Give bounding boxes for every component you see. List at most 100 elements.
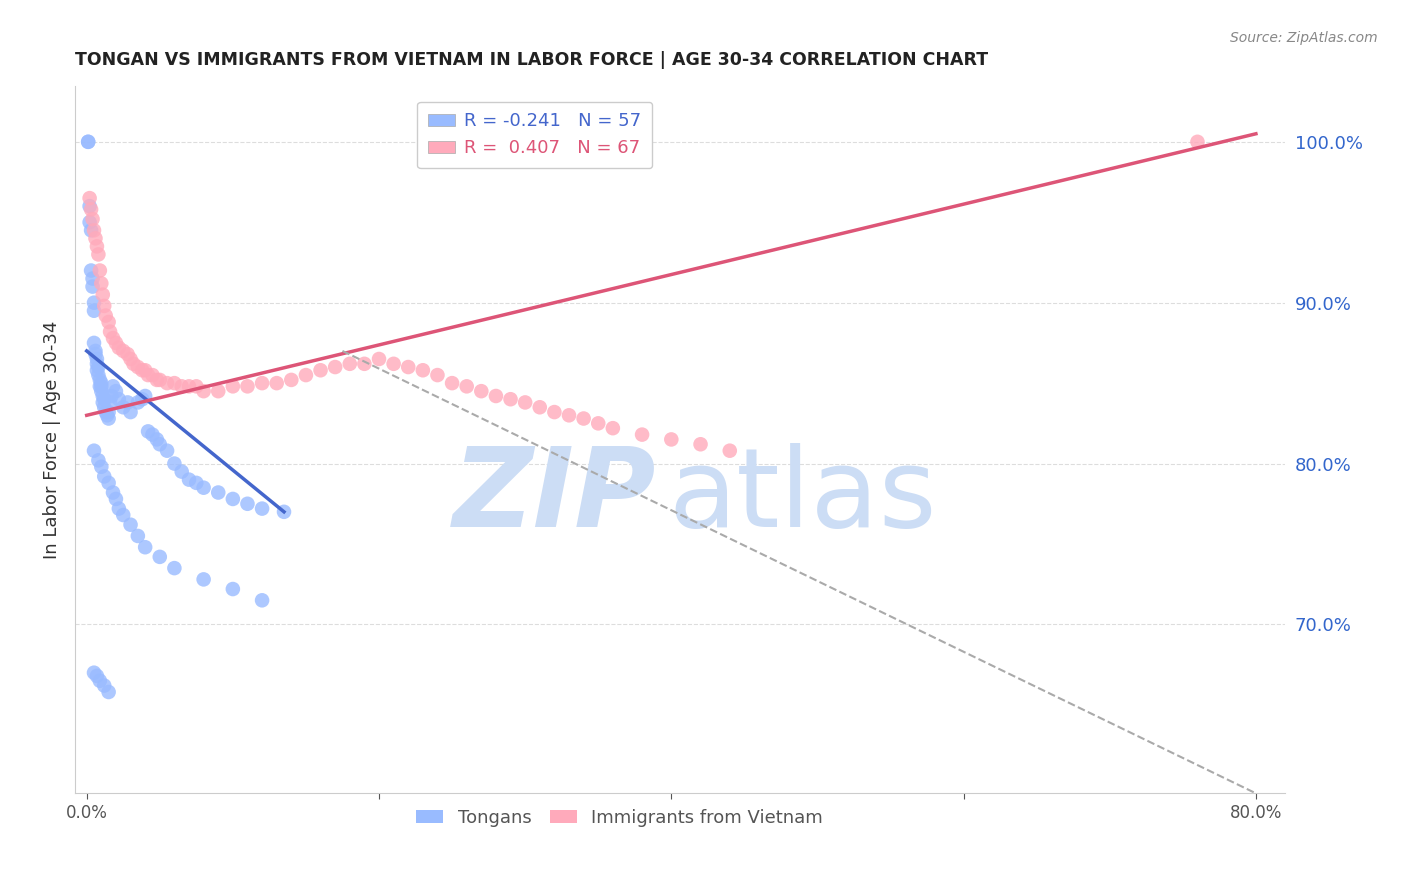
Point (101, 379, 124, 393)
Point (120, 405, 142, 419)
Point (689, 437, 711, 451)
Point (112, 343, 135, 358)
Point (112, 508, 135, 522)
Text: atlas: atlas (668, 442, 936, 549)
Legend: Tongans, Immigrants from Vietnam: Tongans, Immigrants from Vietnam (409, 801, 830, 834)
Point (134, 389, 156, 403)
Point (94, 405, 117, 419)
Point (718, 443, 741, 458)
Point (93, 392, 115, 407)
Point (80, 202, 103, 217)
Point (101, 331, 124, 345)
Point (77, 135, 100, 149)
Point (84, 347, 107, 361)
Point (586, 417, 609, 431)
Point (98, 325, 121, 339)
Point (134, 540, 156, 554)
Point (94, 309, 117, 323)
Point (108, 501, 131, 516)
Point (207, 485, 229, 500)
Point (193, 573, 215, 587)
Point (83, 295, 105, 310)
Point (108, 341, 131, 355)
Text: Source: ZipAtlas.com: Source: ZipAtlas.com (1230, 31, 1378, 45)
Point (141, 427, 163, 442)
Point (80, 223, 103, 237)
Point (141, 368, 163, 382)
Point (396, 359, 419, 374)
Point (186, 475, 208, 490)
Point (87, 368, 110, 382)
Point (163, 457, 186, 471)
Point (93, 469, 115, 483)
Point (83, 335, 105, 350)
Point (90, 376, 112, 391)
Point (515, 395, 537, 409)
Point (90, 384, 112, 399)
Point (149, 549, 172, 564)
Point (97, 405, 120, 419)
Point (250, 593, 273, 607)
Text: TONGAN VS IMMIGRANTS FROM VIETNAM IN LABOR FORCE | AGE 30-34 CORRELATION CHART: TONGAN VS IMMIGRANTS FROM VIETNAM IN LAB… (75, 51, 988, 69)
Point (97, 475, 120, 490)
Point (382, 357, 405, 371)
Point (120, 517, 142, 532)
Point (82, 271, 104, 285)
Point (193, 384, 215, 399)
Point (97, 685, 120, 699)
Point (83, 443, 105, 458)
Point (97, 315, 120, 329)
Point (91, 287, 114, 301)
Point (93, 679, 115, 693)
Point (177, 473, 200, 487)
Point (82, 212, 104, 227)
Point (631, 427, 654, 442)
Point (170, 379, 193, 393)
Point (470, 384, 492, 399)
Point (273, 505, 295, 519)
Point (127, 359, 149, 374)
Y-axis label: In Labor Force | Age 30-34: In Labor Force | Age 30-34 (44, 320, 60, 558)
Point (79, 191, 101, 205)
Point (84, 231, 107, 245)
Point (83, 303, 105, 318)
Point (163, 561, 186, 575)
Point (86, 363, 108, 377)
Point (207, 384, 229, 399)
Point (86, 239, 108, 253)
Point (87, 453, 110, 467)
Point (295, 368, 318, 382)
Point (93, 299, 115, 313)
Point (146, 433, 169, 447)
Point (131, 363, 153, 377)
Point (266, 376, 288, 391)
Point (309, 363, 332, 377)
Point (127, 529, 149, 543)
Point (91, 395, 114, 409)
Point (186, 379, 208, 393)
Point (117, 395, 139, 409)
Point (236, 497, 259, 511)
Point (96, 409, 118, 423)
Point (97, 411, 120, 425)
Point (83, 223, 105, 237)
Point (90, 379, 112, 393)
Point (84, 343, 107, 358)
Point (602, 421, 624, 435)
Point (79, 199, 101, 213)
Point (83, 665, 105, 680)
Point (90, 277, 112, 291)
Point (149, 437, 172, 451)
Point (89, 379, 111, 393)
Point (485, 389, 508, 403)
Point (170, 465, 193, 479)
Point (117, 347, 139, 361)
Point (280, 373, 302, 387)
Point (222, 582, 245, 596)
Point (127, 395, 149, 409)
Point (236, 379, 259, 393)
Point (120, 351, 142, 366)
Point (112, 401, 135, 415)
Point (91, 389, 114, 403)
Point (98, 395, 121, 409)
